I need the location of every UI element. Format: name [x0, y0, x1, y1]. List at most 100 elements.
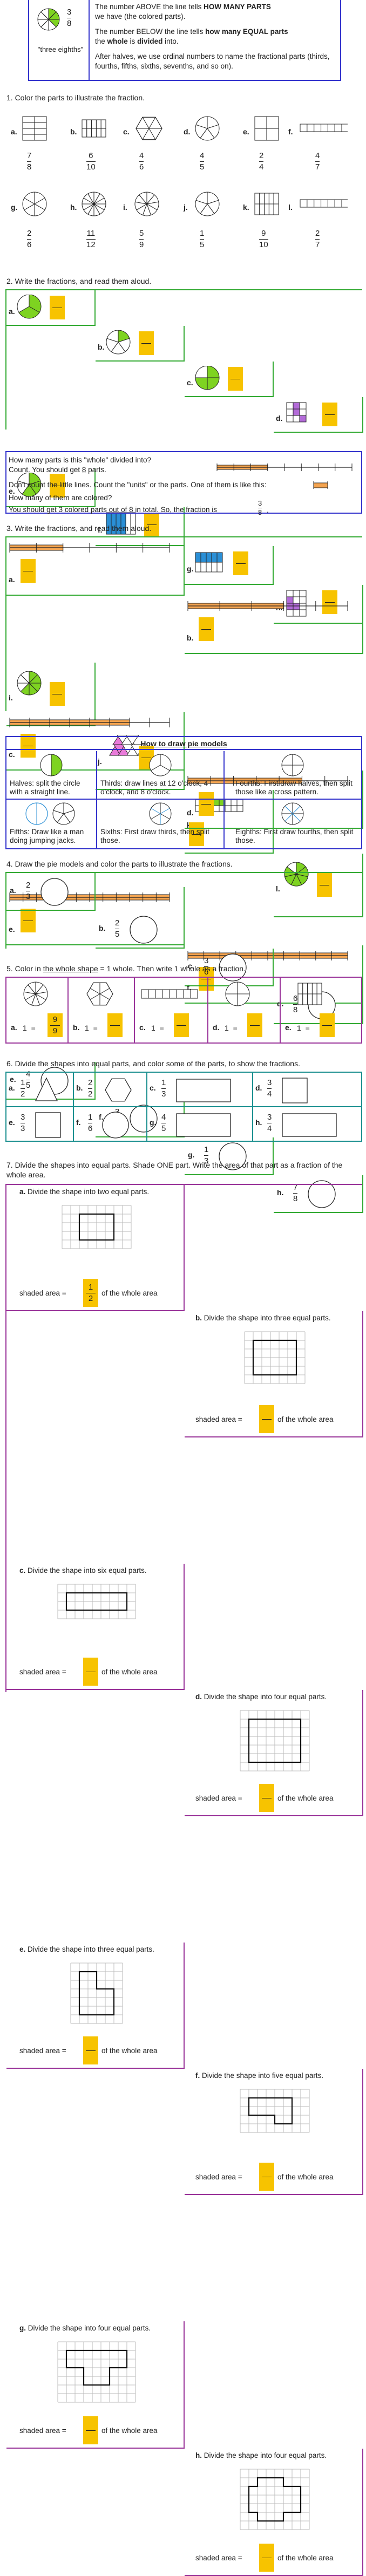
q7-grid-shape[interactable] [239, 2088, 310, 2134]
q1-shape[interactable] [81, 191, 130, 218]
q1-shape[interactable] [254, 191, 302, 218]
q4-cell-h: h. 7 8 [274, 1175, 363, 1213]
item-label: i. [9, 693, 13, 702]
q1-shape[interactable] [299, 115, 348, 142]
q2-answer-box[interactable] [139, 331, 154, 355]
q6-shape[interactable] [175, 1110, 235, 1140]
q7-grid-shape[interactable] [57, 2341, 137, 2403]
q7-grid-shape[interactable] [57, 1583, 137, 1620]
q4-empty-circle[interactable] [129, 915, 158, 944]
q2-shape [284, 862, 309, 887]
q3-answer-box[interactable] [199, 617, 214, 641]
q2-answer-box[interactable] [189, 822, 204, 846]
q2-answer-box[interactable] [322, 403, 337, 426]
info-line-5: You should get 3 colored parts out of 8 … [9, 506, 217, 514]
shaded-area-label: shaded area = [195, 2554, 242, 2562]
q7-grid-shape[interactable] [243, 1331, 306, 1385]
q5-shape[interactable] [225, 981, 284, 1008]
q7-answer-box[interactable] [259, 1405, 274, 1433]
q3-answer-box[interactable] [199, 792, 214, 816]
of-whole-label: of the whole area [101, 1289, 158, 1297]
q4-empty-circle[interactable] [218, 1142, 247, 1171]
q7-grid-shape[interactable] [239, 2468, 310, 2531]
q7-grid-shape[interactable] [61, 1204, 132, 1250]
q7-answer-box[interactable] [83, 2036, 98, 2064]
q2-answer-box[interactable] [144, 513, 159, 536]
q6-shape[interactable] [102, 1110, 161, 1140]
q1-item-k: k. 9 10 [243, 191, 302, 256]
q5-answer-box[interactable] [320, 1013, 335, 1037]
q6-shape[interactable] [175, 1076, 235, 1105]
q6-shape[interactable] [35, 1076, 94, 1105]
q4-empty-circle[interactable] [40, 877, 69, 907]
item-label: d. [213, 1023, 220, 1032]
q6-shape[interactable] [35, 1110, 94, 1140]
q2-answer-box[interactable] [322, 590, 337, 614]
q3-cell-d: d. [185, 771, 363, 829]
info-line-4: How many of them are colored? [9, 494, 112, 502]
q1-shape[interactable] [134, 191, 182, 218]
item-label: b. [70, 127, 77, 136]
q2-answer-box[interactable] [50, 682, 65, 706]
pie-model-text: Thirds: draw lines at 12 o'clock, 4 o'cl… [100, 779, 208, 796]
q5-answer-box[interactable] [107, 1013, 123, 1037]
q1-shape[interactable] [194, 191, 243, 218]
q7-answer-box[interactable] [83, 1658, 98, 1686]
q2-answer-box[interactable] [233, 551, 248, 575]
q6-cell-a: a. 1 2 [6, 1073, 74, 1107]
q5-answer-box[interactable] [174, 1013, 189, 1037]
q5-shape[interactable] [140, 981, 200, 1008]
q1-shape[interactable] [254, 115, 302, 142]
q4-empty-circle[interactable] [129, 1104, 158, 1133]
item-label: c. [9, 750, 15, 759]
q2-cell-i: i. [6, 663, 96, 726]
q2-answer-box[interactable] [50, 296, 65, 319]
item-label: i. [123, 203, 127, 212]
q1-shape[interactable] [81, 115, 130, 142]
q7-grid-shape[interactable] [239, 1709, 310, 1772]
q1-shape[interactable] [194, 115, 243, 142]
q1-shape[interactable] [134, 115, 182, 142]
q3-answer-box[interactable] [21, 559, 36, 583]
q3-answer-box[interactable] [21, 734, 36, 758]
q7-instruction: g. Divide the shape into four equal part… [19, 2324, 151, 2332]
pie-models-title: How to draw pie models [6, 737, 361, 750]
q3-answer-box[interactable] [21, 909, 36, 932]
q5-shape[interactable] [23, 981, 82, 1008]
q7-answer-box[interactable] [259, 2544, 274, 2572]
q7-answer-box[interactable] [259, 2163, 274, 2191]
q4-empty-circle[interactable] [218, 953, 247, 982]
q2-cell-h: h. [274, 585, 363, 624]
q7-cell-h: h. Divide the shape into four equal part… [185, 2449, 363, 2576]
q1-shape[interactable] [22, 115, 70, 142]
q5-shape[interactable] [85, 981, 144, 1008]
q6-shape[interactable] [281, 1110, 341, 1140]
q5-answer-box[interactable] [247, 1013, 262, 1037]
q5-equals: 1 = [151, 1024, 164, 1032]
q7-grid-shape[interactable] [70, 1962, 124, 2025]
q5-cell-e: e. 1 = [281, 978, 361, 1042]
q7-answer-box[interactable] [259, 1784, 274, 1812]
q2-answer-box[interactable] [50, 474, 65, 498]
q1-shape[interactable] [299, 191, 348, 218]
q3-cell-e: e. [6, 887, 185, 945]
q5-shape[interactable] [297, 981, 356, 1008]
q7-answer-box[interactable] [83, 2416, 98, 2444]
q7-instruction: c. Divide the shape into six equal parts… [19, 1566, 147, 1575]
q6-shape[interactable] [102, 1076, 161, 1105]
item-label: e. [9, 487, 15, 495]
q2-answer-box[interactable] [228, 367, 243, 391]
pie-model-icon [281, 754, 304, 776]
q2-answer-box[interactable] [317, 873, 332, 897]
q3-answer-box[interactable] [199, 967, 214, 991]
q1-shape[interactable] [22, 191, 70, 218]
q6-shape[interactable] [281, 1076, 341, 1105]
item-label: d. [276, 414, 283, 422]
q4-empty-circle[interactable] [307, 1180, 336, 1209]
of-whole-label: of the whole area [277, 2554, 334, 2562]
